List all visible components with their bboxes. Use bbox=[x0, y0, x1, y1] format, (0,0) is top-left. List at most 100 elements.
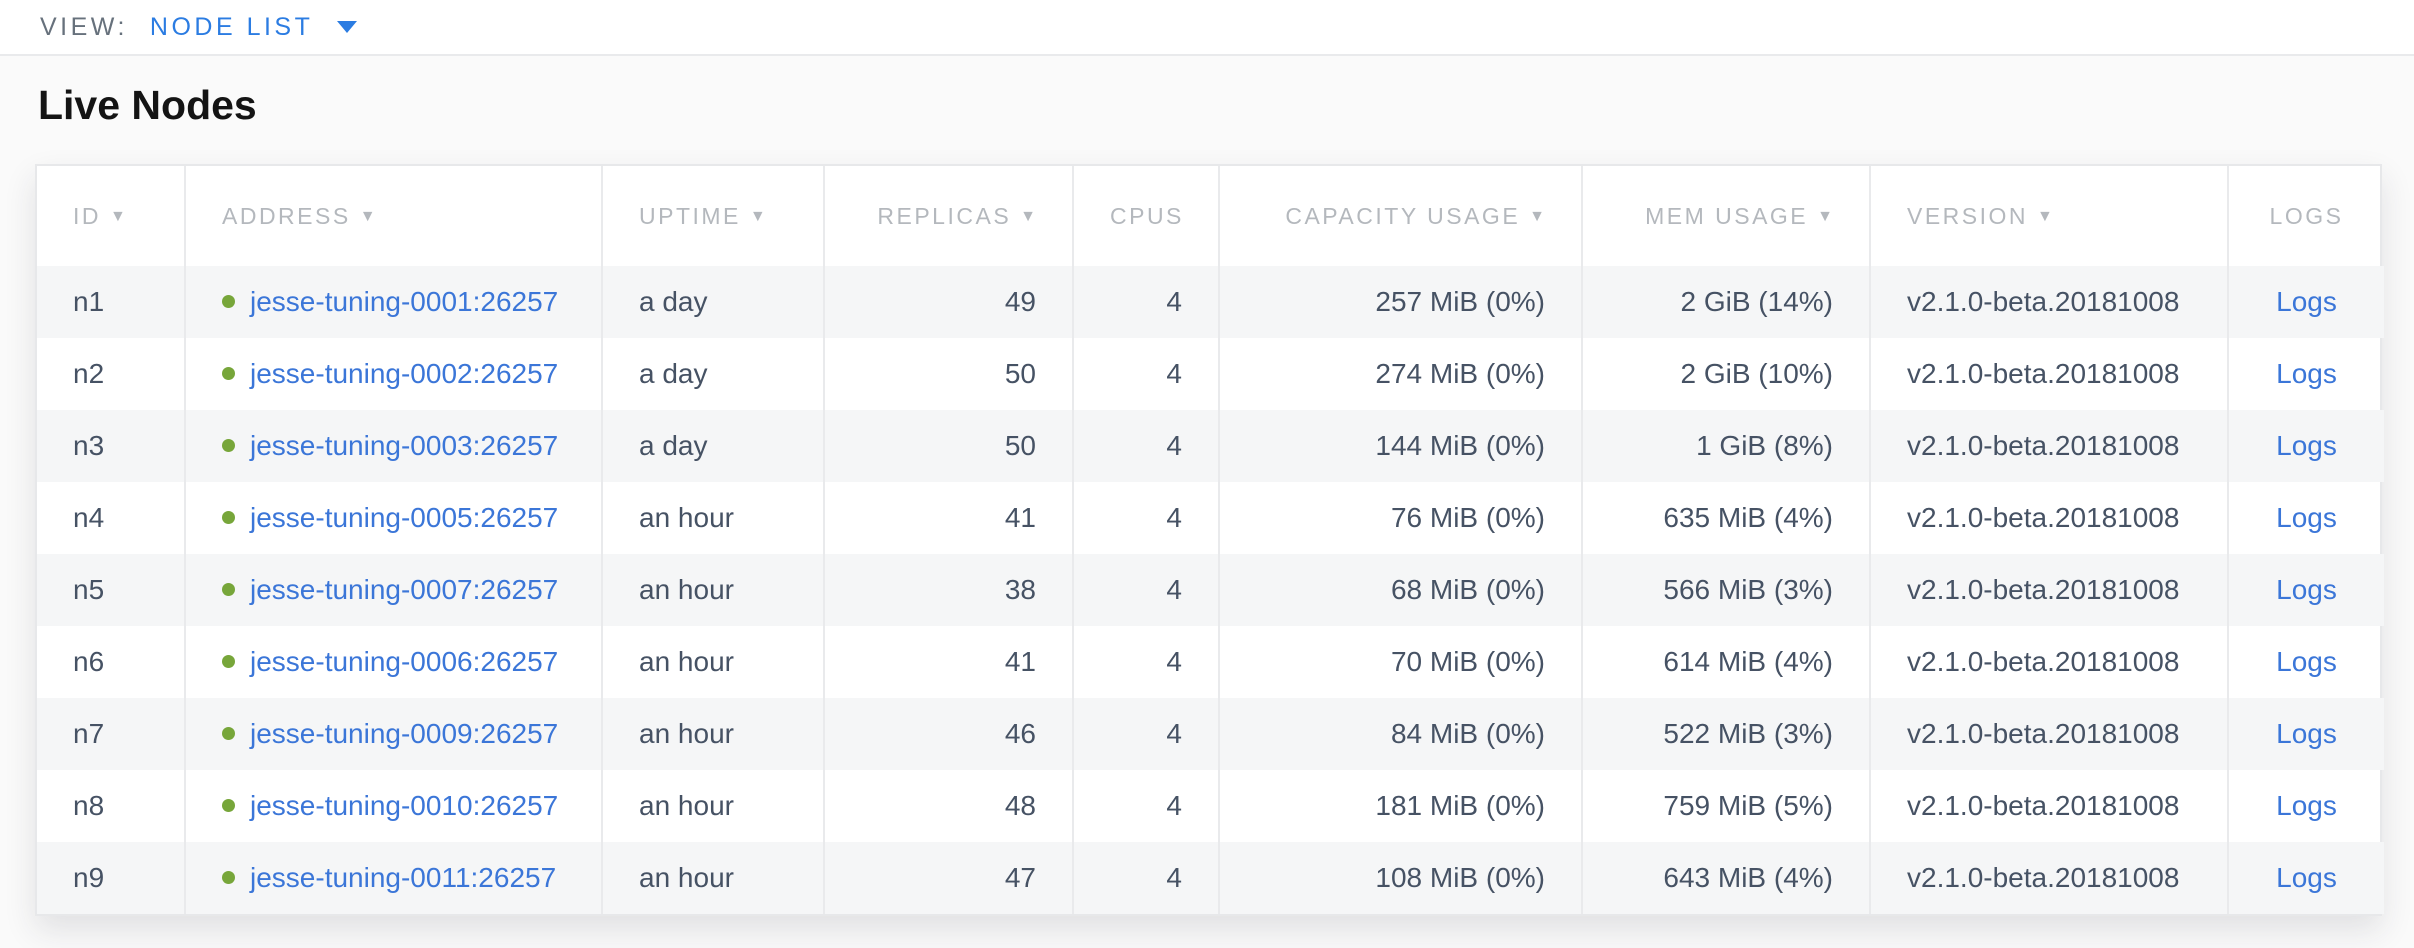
node-address-link[interactable]: jesse-tuning-0009:26257 bbox=[250, 718, 559, 749]
cell-capacity: 70 MiB (0%) bbox=[1218, 626, 1582, 698]
cell-logs: Logs bbox=[2227, 842, 2384, 914]
cell-uptime: a day bbox=[601, 410, 824, 482]
node-address-link[interactable]: jesse-tuning-0010:26257 bbox=[250, 790, 559, 821]
node-address-link[interactable]: jesse-tuning-0011:26257 bbox=[250, 862, 557, 893]
view-dropdown[interactable]: NODE LIST bbox=[149, 12, 314, 41]
caret-down-icon[interactable] bbox=[337, 21, 358, 33]
logs-link[interactable]: Logs bbox=[2276, 502, 2337, 533]
cell-value-uptime: a day bbox=[639, 358, 708, 389]
cell-value-id: n4 bbox=[73, 502, 105, 533]
cell-address: jesse-tuning-0007:26257 bbox=[184, 554, 602, 626]
cell-value-uptime: an hour bbox=[639, 862, 734, 893]
cell-value-replicas: 50 bbox=[1004, 430, 1036, 461]
column-header-capacity[interactable]: CAPACITY USAGE ▼ bbox=[1218, 166, 1582, 266]
cell-value-id: n1 bbox=[73, 286, 105, 317]
node-address-link[interactable]: jesse-tuning-0003:26257 bbox=[250, 430, 559, 461]
column-header-label: ID bbox=[73, 202, 101, 229]
column-header-label: ADDRESS bbox=[222, 202, 351, 229]
cell-cpus: 4 bbox=[1072, 842, 1219, 914]
cell-value-uptime: an hour bbox=[639, 790, 734, 821]
cell-uptime: a day bbox=[601, 338, 824, 410]
cell-logs: Logs bbox=[2227, 554, 2384, 626]
cell-uptime: an hour bbox=[601, 698, 824, 770]
cell-logs: Logs bbox=[2227, 338, 2384, 410]
logs-link[interactable]: Logs bbox=[2276, 718, 2337, 749]
cell-logs: Logs bbox=[2227, 626, 2384, 698]
cell-id: n3 bbox=[37, 410, 185, 482]
column-header-address[interactable]: ADDRESS ▼ bbox=[184, 166, 602, 266]
cell-mem: 1 GiB (8%) bbox=[1581, 410, 1870, 482]
column-header-id[interactable]: ID ▼ bbox=[37, 166, 185, 266]
cell-value-cpus: 4 bbox=[1166, 430, 1182, 461]
live-status-dot bbox=[222, 727, 235, 740]
cell-replicas: 38 bbox=[823, 554, 1073, 626]
logs-link[interactable]: Logs bbox=[2276, 574, 2337, 605]
cell-value-cpus: 4 bbox=[1166, 502, 1182, 533]
cell-mem: 614 MiB (4%) bbox=[1581, 626, 1870, 698]
cell-value-version: v2.1.0-beta.20181008 bbox=[1907, 286, 2180, 317]
column-header-replicas[interactable]: REPLICAS ▼ bbox=[823, 166, 1073, 266]
cell-value-version: v2.1.0-beta.20181008 bbox=[1907, 430, 2180, 461]
cell-value-capacity: 108 MiB (0%) bbox=[1375, 862, 1545, 893]
cell-mem: 2 GiB (14%) bbox=[1581, 266, 1870, 338]
cell-id: n7 bbox=[37, 698, 185, 770]
cell-value-uptime: an hour bbox=[639, 502, 734, 533]
cell-replicas: 41 bbox=[823, 482, 1073, 554]
sort-arrow-icon: ▼ bbox=[749, 207, 766, 225]
logs-link[interactable]: Logs bbox=[2276, 862, 2337, 893]
node-address-link[interactable]: jesse-tuning-0005:26257 bbox=[250, 502, 559, 533]
cell-address: jesse-tuning-0011:26257 bbox=[184, 842, 602, 914]
cell-replicas: 46 bbox=[823, 698, 1073, 770]
logs-link[interactable]: Logs bbox=[2276, 358, 2337, 389]
node-address-link[interactable]: jesse-tuning-0002:26257 bbox=[250, 358, 559, 389]
table-row: n6 jesse-tuning-0006:26257 an hour 41 4 70 Mi… bbox=[37, 626, 2384, 698]
cell-value-mem: 614 MiB (4%) bbox=[1663, 646, 1833, 677]
logs-link[interactable]: Logs bbox=[2276, 430, 2337, 461]
cell-value-capacity: 70 MiB (0%) bbox=[1390, 646, 1545, 677]
logs-link[interactable]: Logs bbox=[2276, 790, 2337, 821]
cell-replicas: 47 bbox=[823, 842, 1073, 914]
table-row: n9 jesse-tuning-0011:26257 an hour 47 4 108 M… bbox=[37, 842, 2384, 914]
cell-value-id: n2 bbox=[73, 358, 105, 389]
column-header-version[interactable]: VERSION ▼ bbox=[1869, 166, 2228, 266]
cell-value-capacity: 68 MiB (0%) bbox=[1390, 574, 1545, 605]
page-title: Live Nodes bbox=[38, 82, 257, 128]
cell-mem: 566 MiB (3%) bbox=[1581, 554, 1870, 626]
cell-cpus: 4 bbox=[1072, 338, 1219, 410]
cell-value-uptime: a day bbox=[639, 430, 708, 461]
cell-value-capacity: 257 MiB (0%) bbox=[1375, 286, 1545, 317]
cell-cpus: 4 bbox=[1072, 770, 1219, 842]
cell-value-cpus: 4 bbox=[1166, 718, 1182, 749]
cell-id: n9 bbox=[37, 842, 185, 914]
cell-version: v2.1.0-beta.20181008 bbox=[1869, 698, 2228, 770]
cell-value-id: n5 bbox=[73, 574, 105, 605]
table-row: n5 jesse-tuning-0007:26257 an hour 38 4 68 Mi… bbox=[37, 554, 2384, 626]
column-header-label: LOGS bbox=[2269, 202, 2344, 229]
cell-id: n1 bbox=[37, 266, 185, 338]
table-row: n3 jesse-tuning-0003:26257 a day 50 4 144 MiB… bbox=[37, 410, 2384, 482]
cell-value-mem: 1 GiB (8%) bbox=[1696, 430, 1833, 461]
column-header-mem[interactable]: MEM USAGE ▼ bbox=[1581, 166, 1870, 266]
cell-mem: 522 MiB (3%) bbox=[1581, 698, 1870, 770]
cell-id: n8 bbox=[37, 770, 185, 842]
live-status-dot bbox=[222, 367, 235, 380]
cell-value-replicas: 47 bbox=[1004, 862, 1036, 893]
column-header-uptime[interactable]: UPTIME ▼ bbox=[601, 166, 824, 266]
cell-address: jesse-tuning-0002:26257 bbox=[184, 338, 602, 410]
column-header-cpus: CPUS bbox=[1072, 166, 1219, 266]
cell-cpus: 4 bbox=[1072, 410, 1219, 482]
logs-link[interactable]: Logs bbox=[2276, 286, 2337, 317]
cell-value-version: v2.1.0-beta.20181008 bbox=[1907, 574, 2180, 605]
node-address-link[interactable]: jesse-tuning-0006:26257 bbox=[250, 646, 559, 677]
cell-uptime: an hour bbox=[601, 626, 824, 698]
view-selector-bar: VIEW: NODE LIST bbox=[0, 0, 2414, 56]
cell-value-replicas: 50 bbox=[1004, 358, 1036, 389]
node-address-link[interactable]: jesse-tuning-0001:26257 bbox=[250, 286, 559, 317]
node-address-link[interactable]: jesse-tuning-0007:26257 bbox=[250, 574, 559, 605]
sort-arrow-icon: ▼ bbox=[110, 207, 126, 225]
cell-capacity: 68 MiB (0%) bbox=[1218, 554, 1582, 626]
live-status-dot bbox=[222, 295, 235, 308]
live-status-dot bbox=[222, 655, 235, 668]
column-header-logs: LOGS bbox=[2227, 166, 2384, 266]
logs-link[interactable]: Logs bbox=[2276, 646, 2337, 677]
